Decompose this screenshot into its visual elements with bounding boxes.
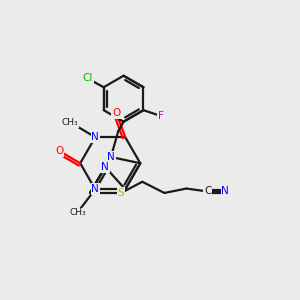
- Text: N: N: [221, 187, 229, 196]
- Text: N: N: [101, 162, 109, 172]
- Text: N: N: [92, 184, 99, 194]
- Text: S: S: [118, 188, 124, 198]
- Text: N: N: [107, 152, 115, 162]
- Text: Cl: Cl: [82, 74, 93, 83]
- Text: CH₃: CH₃: [61, 118, 78, 127]
- Text: C: C: [204, 187, 211, 196]
- Text: N: N: [92, 132, 99, 142]
- Text: O: O: [112, 108, 121, 118]
- Text: O: O: [55, 146, 63, 156]
- Text: CH₃: CH₃: [69, 208, 86, 217]
- Text: F: F: [158, 111, 164, 121]
